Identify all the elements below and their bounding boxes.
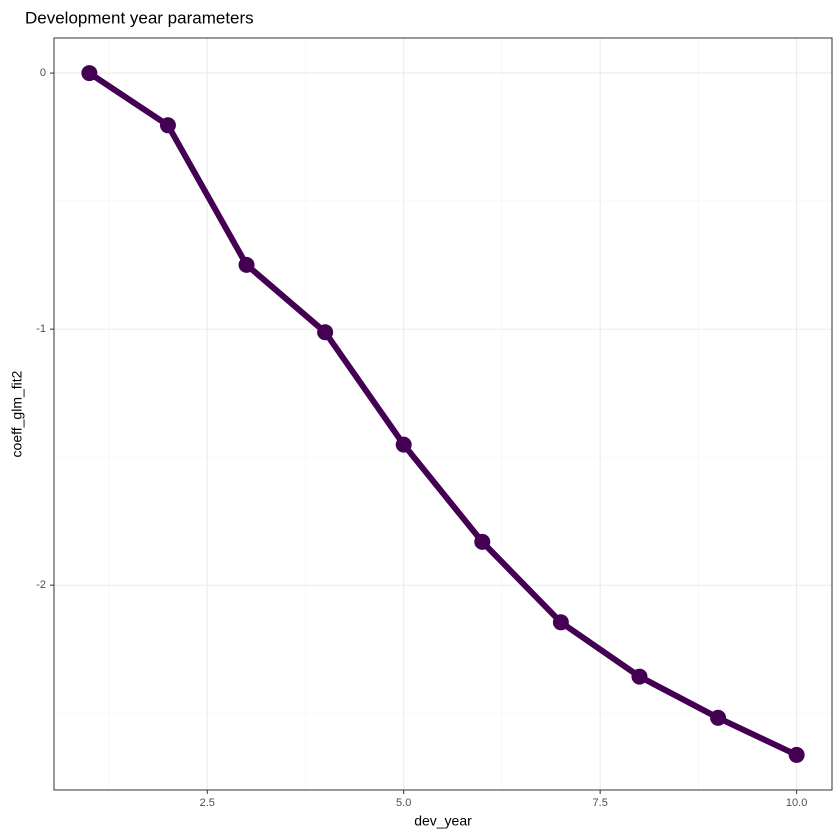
point [710, 709, 727, 726]
point [552, 614, 569, 631]
x-axis-title: dev_year [414, 813, 472, 829]
point [474, 533, 491, 550]
panel-border [53, 37, 833, 791]
chart-title: Development year parameters [25, 8, 254, 27]
line [87, 70, 798, 758]
x-tick-label: 7.5 [593, 797, 608, 809]
point [81, 65, 98, 82]
y-tick-label: -2 [36, 579, 46, 591]
y-axis-title: coeff_glm_fit2 [9, 370, 25, 457]
point [159, 117, 176, 134]
point [317, 324, 334, 341]
x-tick-label: 10.0 [786, 797, 807, 809]
point [631, 668, 648, 685]
point [788, 746, 805, 763]
x-tick-label: 5.0 [396, 797, 411, 809]
point [238, 256, 255, 273]
point [395, 436, 412, 453]
y-tick-label: 0 [40, 67, 46, 79]
y-tick-label: -1 [36, 323, 46, 335]
x-tick-label: 2.5 [200, 797, 215, 809]
